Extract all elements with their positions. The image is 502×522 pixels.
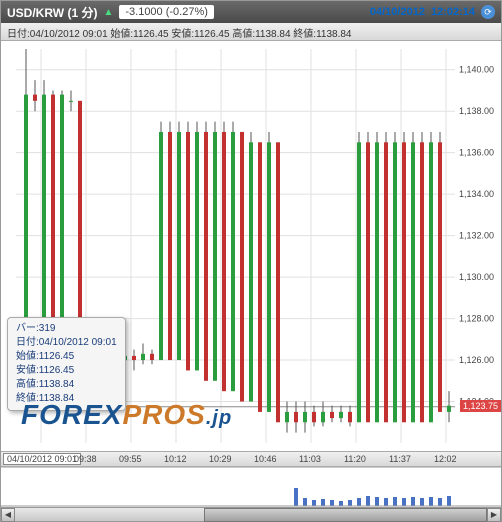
volume-panel — [1, 467, 501, 507]
tooltip-low: 安値:1126.45 — [16, 364, 117, 378]
header-bar: USD/KRW (1 分) ▲ -3.1000 (-0.27%) 04/10/2… — [1, 1, 501, 23]
tooltip-date: 日付:04/10/2012 09:01 — [16, 336, 117, 350]
svg-text:1,132.00: 1,132.00 — [459, 231, 494, 241]
svg-text:1,136.00: 1,136.00 — [459, 148, 494, 158]
ohlc-subheader: 日付:04/10/2012 09:01 始値:1126.45 安値:1126.4… — [1, 23, 501, 41]
time-tick: 11:03 — [299, 454, 321, 464]
tooltip-high: 高値:1138.84 — [16, 378, 117, 392]
svg-text:1,134.00: 1,134.00 — [459, 189, 494, 199]
scroll-track[interactable] — [15, 508, 487, 522]
watermark-pros: PROS — [122, 399, 205, 430]
time-tick: 10:46 — [254, 454, 277, 464]
svg-text:1,128.00: 1,128.00 — [459, 314, 494, 324]
time-tick: 11:20 — [344, 454, 366, 464]
tooltip-bar: バー:319 — [16, 322, 117, 336]
symbol-label: USD/KRW (1 分) — [7, 4, 97, 21]
change-value: -3.1000 (-0.27%) — [119, 5, 214, 19]
current-price-badge: 1,123.75 — [460, 400, 501, 412]
main-chart[interactable]: 1,124.001,126.001,128.001,130.001,132.00… — [1, 41, 501, 451]
svg-text:1,130.00: 1,130.00 — [459, 272, 494, 282]
header-time: 12:02:14 — [431, 6, 475, 18]
ohlc-text: 日付:04/10/2012 09:01 始値:1126.45 安値:1126.4… — [7, 29, 351, 40]
volume-svg — [1, 468, 501, 507]
tooltip-open: 始値:1126.45 — [16, 350, 117, 364]
timestamp-box: 04/10/2012 09:01 — [3, 453, 81, 465]
time-tick: 09:38 — [74, 454, 97, 464]
chart-container: USD/KRW (1 分) ▲ -3.1000 (-0.27%) 04/10/2… — [0, 0, 502, 522]
time-axis: 04/10/2012 09:01 09:38 09:55 10:12 10:29 10:… — [1, 451, 501, 467]
header-date: 04/10/2012 — [370, 6, 425, 18]
time-tick: 12:02 — [434, 454, 457, 464]
scrollbar[interactable]: ◀ ▶ — [1, 507, 501, 521]
watermark: FOREXPROS.jp — [21, 399, 232, 431]
arrow-up-icon: ▲ — [103, 7, 113, 18]
scroll-left-button[interactable]: ◀ — [1, 508, 15, 522]
watermark-fx: FOREX — [21, 399, 122, 430]
watermark-jp: .jp — [206, 407, 232, 429]
time-tick: 10:12 — [164, 454, 187, 464]
scroll-thumb[interactable] — [204, 508, 487, 522]
time-tick: 10:29 — [209, 454, 232, 464]
bar-tooltip: バー:319 日付:04/10/2012 09:01 始値:1126.45 安値… — [7, 317, 126, 411]
scroll-right-button[interactable]: ▶ — [487, 508, 501, 522]
svg-text:1,140.00: 1,140.00 — [459, 65, 494, 75]
time-tick: 09:55 — [119, 454, 142, 464]
svg-text:1,138.00: 1,138.00 — [459, 106, 494, 116]
time-tick: 11:37 — [389, 454, 411, 464]
svg-text:1,126.00: 1,126.00 — [459, 355, 494, 365]
refresh-icon[interactable]: ⟳ — [481, 5, 495, 19]
